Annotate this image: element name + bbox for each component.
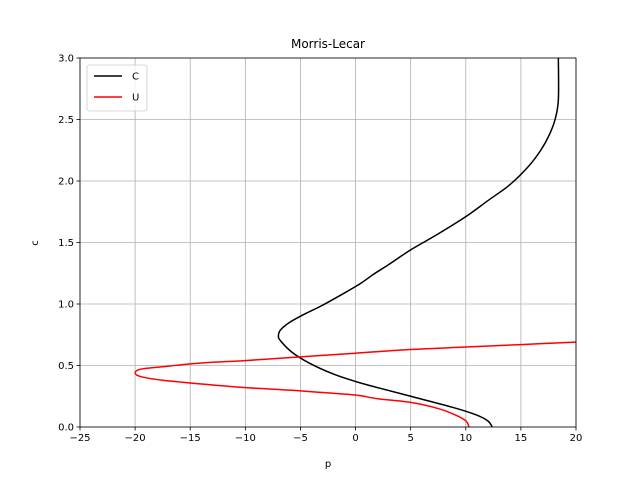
series-line-c [277,58,560,427]
y-axis-label: c [30,240,41,246]
x-tick-label: 15 [515,433,528,444]
chart-title: Morris-Lecar [291,37,365,51]
legend-label-c: C [132,72,139,83]
x-tick-label: −10 [235,433,256,444]
x-tick-label: 0 [352,433,358,444]
y-tick-label: 2.5 [58,115,74,126]
x-tick-label: −20 [125,433,146,444]
x-tick-label: −5 [293,433,308,444]
x-tick-label: −15 [180,433,201,444]
y-tick-label: 1.0 [58,300,74,311]
y-tick-label: 1.5 [58,238,74,249]
legend: CU [86,64,148,112]
y-tick-label: 0.5 [58,361,74,372]
x-axis-label: p [325,459,331,470]
y-tick-label: 2.0 [58,177,74,188]
x-tick-label: −25 [69,433,90,444]
series-line-u [134,341,576,427]
x-tick-label: 20 [570,433,583,444]
x-tick-label: 10 [459,433,472,444]
legend-label-u: U [132,93,139,104]
x-tick-label: 5 [407,433,413,444]
y-tick-label: 3.0 [58,54,74,65]
plot-series [134,58,576,427]
y-tick-label: 0.0 [58,423,74,434]
axis-ticks: −25 −20 −15 −10 −5 0 5 10 15 20 0.0 0.5 1.0 1.5 2.0 2.5… [58,54,582,445]
